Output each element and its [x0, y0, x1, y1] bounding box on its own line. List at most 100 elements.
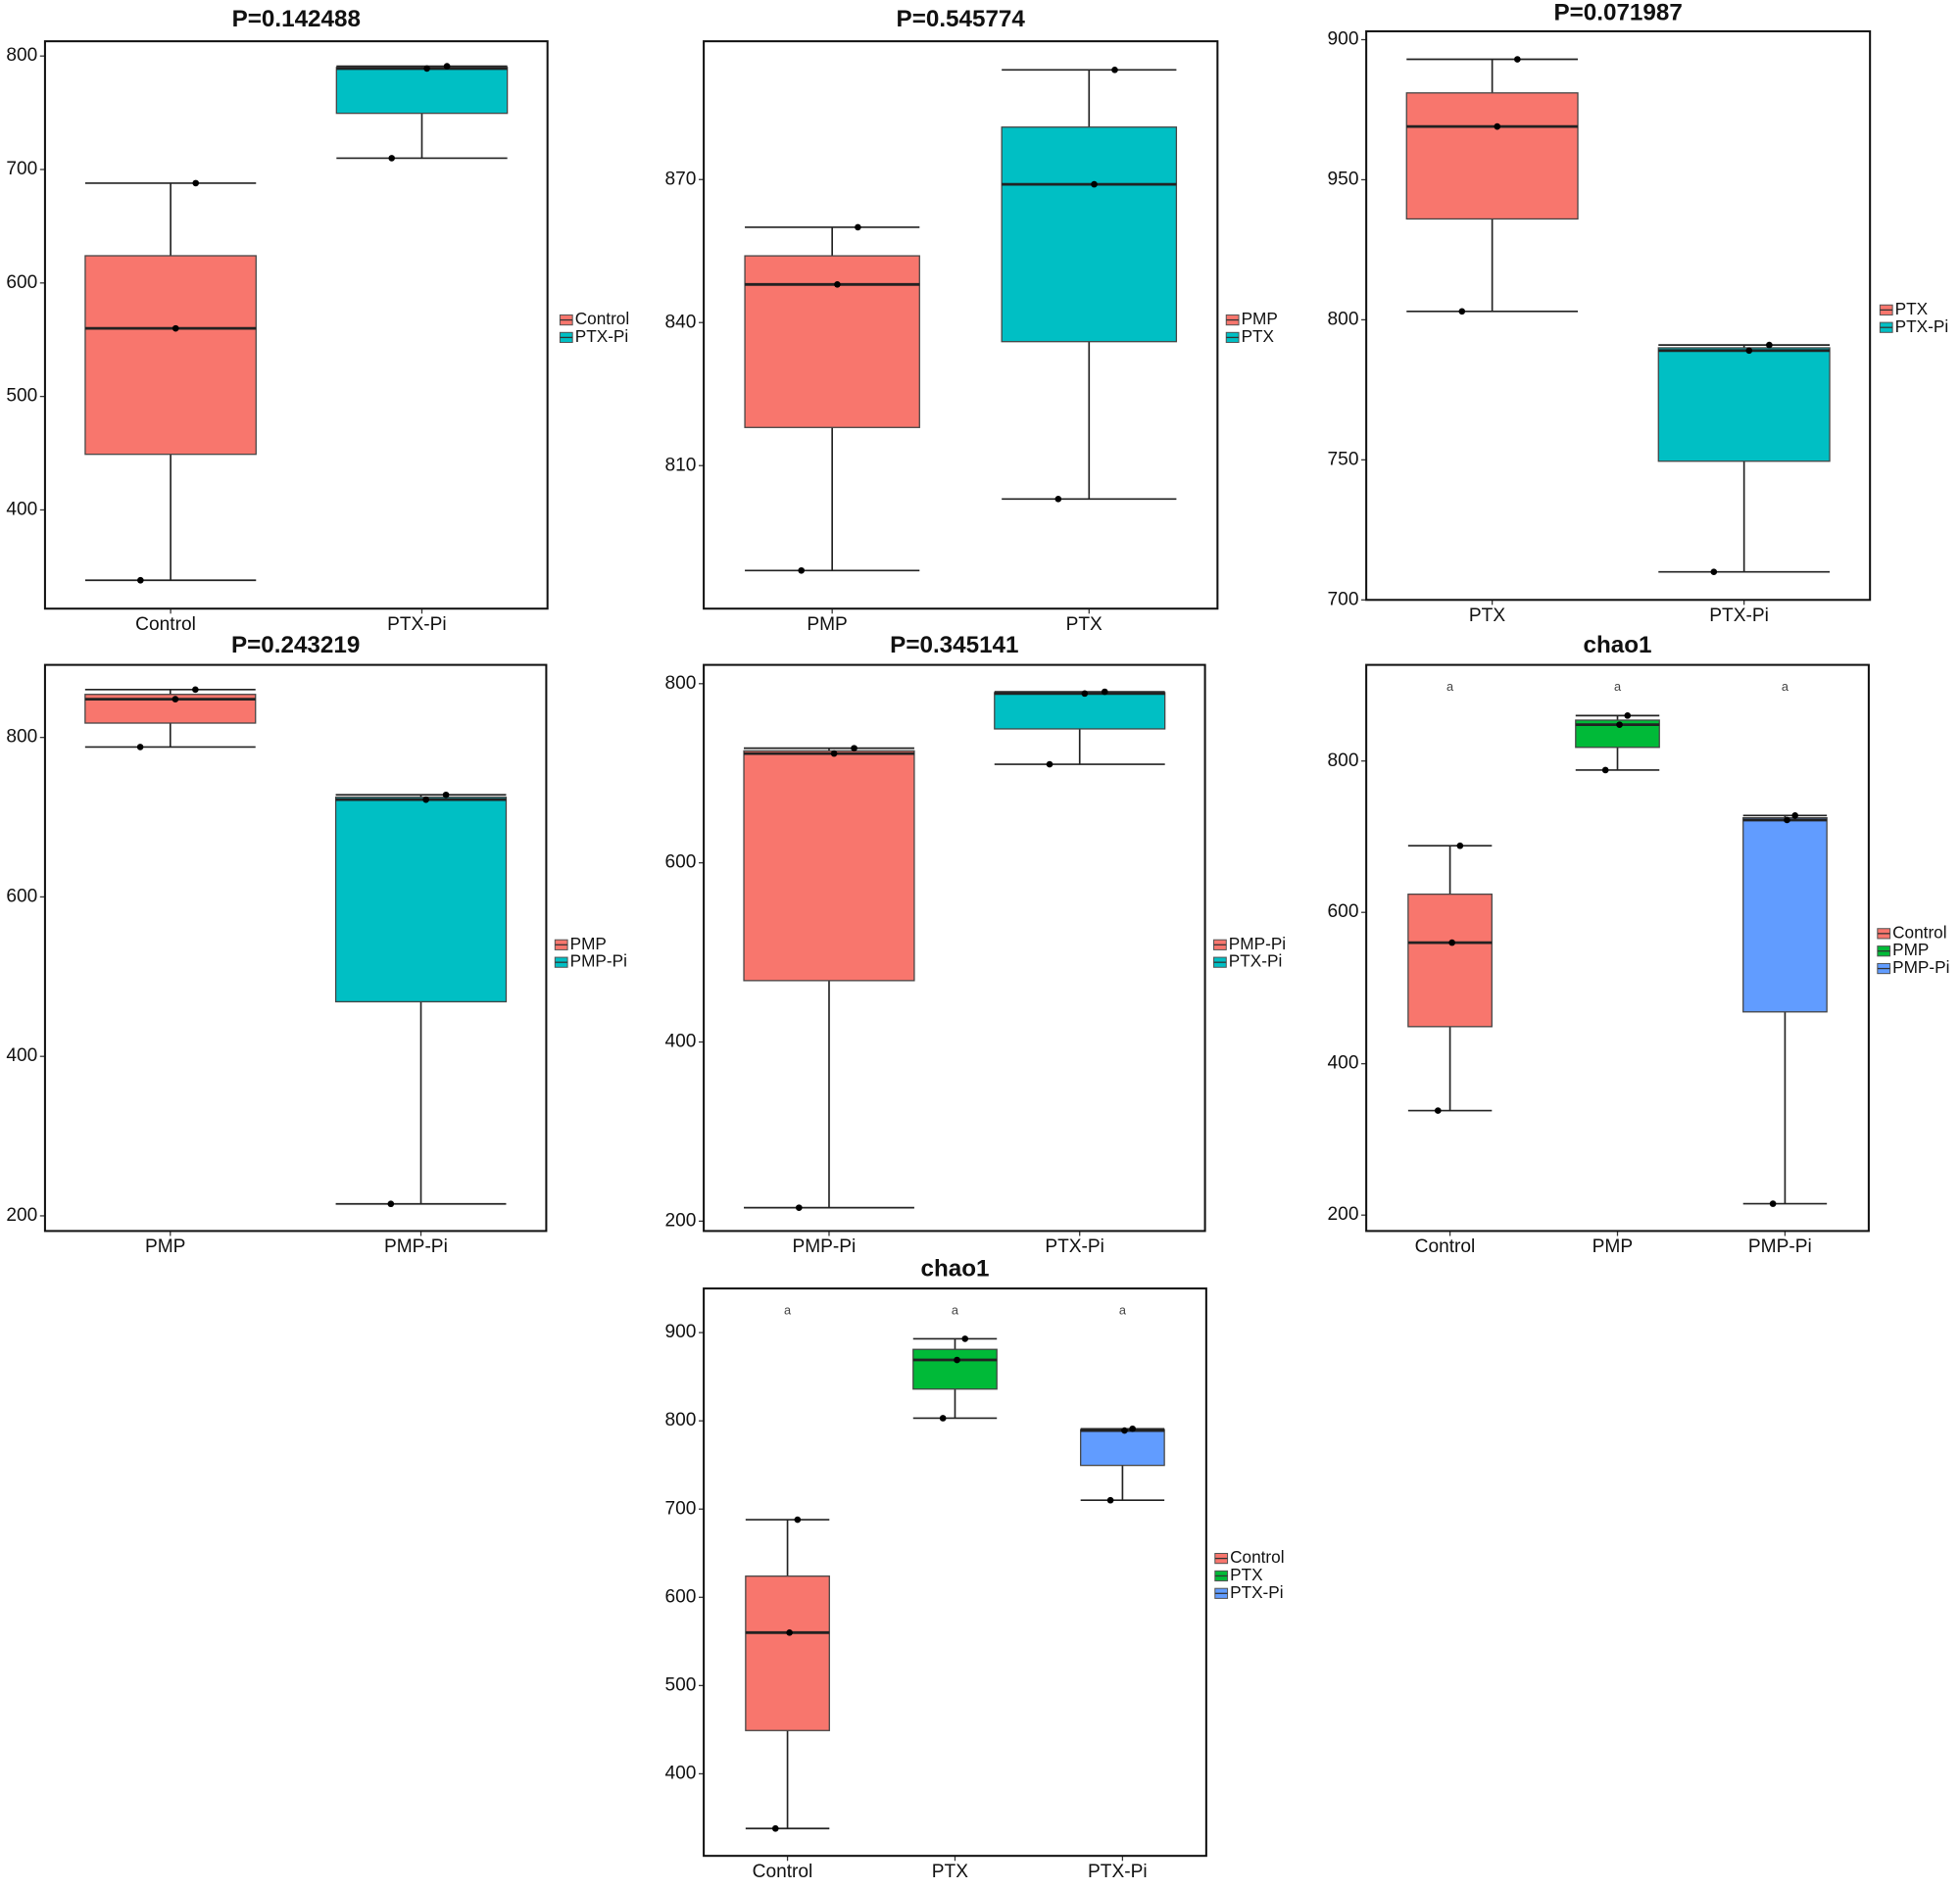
box: [1001, 126, 1178, 343]
y-tick-label: 900: [665, 1322, 697, 1342]
x-tick-label: Control: [753, 1862, 813, 1882]
y-tick-label: 800: [665, 673, 697, 694]
x-tick-label: PTX-Pi: [1709, 605, 1769, 626]
data-point: [855, 223, 861, 231]
x-tick-label: Control: [135, 614, 196, 635]
y-tick-label: 400: [665, 1032, 697, 1052]
legend-label: PTX: [1242, 326, 1275, 346]
plot-frame: [703, 1287, 1207, 1858]
plot-frame: [43, 40, 549, 610]
y-tick-label: 870: [665, 169, 697, 189]
data-point: [192, 179, 200, 187]
box: [1407, 894, 1493, 1028]
chart-title: P=0.243219: [231, 632, 360, 658]
data-point: [830, 750, 838, 757]
x-tick-label: PTX-Pi: [1045, 1236, 1104, 1257]
annotation: a: [1119, 1302, 1127, 1317]
data-point: [1769, 1200, 1777, 1207]
annotation: a: [1614, 679, 1622, 694]
y-tick-label: 600: [6, 886, 37, 906]
y-tick-label: 200: [665, 1210, 697, 1231]
chart-title: P=0.545774: [897, 6, 1026, 32]
data-point: [1129, 1425, 1136, 1432]
panel: chao1400500600700800900ControlaControlPT…: [665, 1255, 1285, 1881]
data-point: [1601, 766, 1609, 774]
panel: P=0.345141200400600800PMP-PiPMP-PiPTX-Pi…: [665, 632, 1287, 1257]
legend-label: PTX: [1895, 299, 1929, 318]
plot-frame: [43, 663, 548, 1233]
data-point: [1494, 122, 1501, 130]
y-tick-label: 840: [665, 312, 697, 332]
y-tick-label: 800: [1328, 751, 1359, 771]
data-point: [443, 63, 451, 70]
panel: P=0.142488400500600700800ControlControlP…: [6, 6, 629, 635]
y-tick-label: 200: [1328, 1204, 1359, 1225]
box: [994, 692, 1166, 730]
data-point: [795, 1204, 803, 1211]
data-point: [387, 1200, 395, 1208]
box: [743, 750, 915, 982]
x-tick-label: Control: [1415, 1236, 1476, 1257]
legend-label: Control: [575, 309, 629, 328]
y-tick-label: 800: [1328, 309, 1359, 329]
data-point: [388, 155, 396, 162]
y-tick-label: 600: [665, 1586, 697, 1607]
chart-title: P=0.142488: [232, 6, 361, 32]
data-point: [1111, 67, 1118, 73]
box: [335, 67, 509, 115]
y-tick-label: 800: [6, 45, 37, 66]
x-tick-label: PTX-Pi: [387, 614, 447, 635]
y-tick-label: 700: [665, 1498, 697, 1519]
legend-label: Control: [1892, 922, 1946, 942]
y-tick-label: 900: [1328, 29, 1359, 50]
legend-label: PTX-Pi: [1230, 1582, 1283, 1602]
data-point: [1106, 1496, 1114, 1504]
annotation: a: [952, 1302, 959, 1317]
data-point: [137, 576, 144, 584]
y-tick-label: 810: [665, 455, 697, 475]
box: [1742, 817, 1828, 1013]
data-point: [1091, 180, 1098, 188]
y-tick-label: 700: [6, 159, 37, 179]
x-tick-label: PMP-Pi: [384, 1236, 448, 1257]
box: [912, 1348, 998, 1390]
y-tick-label: 600: [1328, 901, 1359, 922]
data-point: [1046, 760, 1054, 768]
data-point: [1791, 812, 1798, 819]
plot-frame: [1365, 663, 1870, 1233]
y-tick-label: 700: [1328, 589, 1359, 609]
chart-title: chao1: [1584, 632, 1652, 658]
x-tick-label: PTX: [932, 1862, 968, 1882]
legend-label: PMP-Pi: [1229, 934, 1286, 953]
legend-label: PTX: [1230, 1565, 1263, 1584]
box: [334, 797, 508, 1003]
y-tick-label: 600: [665, 852, 697, 873]
legend-label: Control: [1230, 1547, 1284, 1567]
data-point: [1101, 688, 1108, 696]
data-point: [1121, 1427, 1128, 1434]
data-point: [1434, 1107, 1442, 1114]
y-tick-label: 200: [6, 1205, 37, 1226]
data-point: [834, 280, 841, 288]
box: [1657, 347, 1831, 462]
y-tick-label: 600: [6, 272, 37, 293]
x-tick-label: PTX: [1066, 614, 1102, 635]
data-point: [1458, 308, 1466, 315]
x-tick-label: PMP: [1592, 1236, 1633, 1257]
data-point: [961, 1335, 969, 1342]
legend-label: PMP-Pi: [570, 951, 627, 971]
chart-title: P=0.345141: [890, 632, 1018, 658]
data-point: [1616, 721, 1623, 728]
x-tick-label: PTX: [1469, 605, 1505, 626]
y-tick-label: 800: [665, 1410, 697, 1430]
legend-label: PMP: [1242, 309, 1278, 328]
y-tick-label: 800: [6, 727, 37, 748]
legend-label: PTX-Pi: [575, 326, 628, 346]
data-point: [442, 791, 450, 799]
box: [84, 255, 257, 456]
x-tick-label: PTX-Pi: [1088, 1862, 1148, 1882]
y-tick-label: 750: [1328, 449, 1359, 469]
y-tick-label: 500: [665, 1674, 697, 1695]
